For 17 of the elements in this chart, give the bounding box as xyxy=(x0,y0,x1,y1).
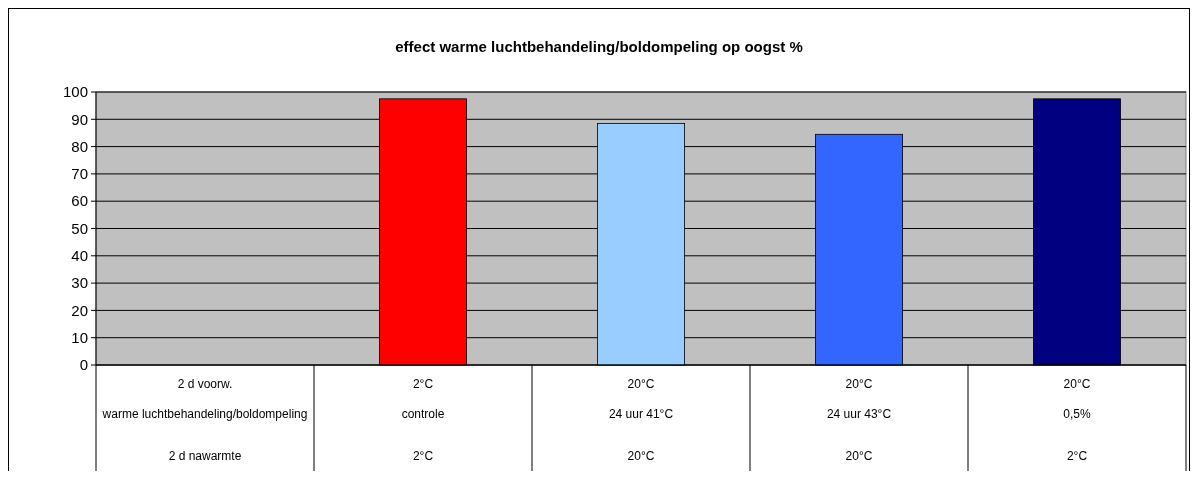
y-tick-label: 90 xyxy=(71,110,88,128)
y-tick-label: 60 xyxy=(71,192,88,210)
chart-title: effect warme luchtbehandeling/boldompeling op oogst % xyxy=(395,38,803,55)
y-tick-label: 0 xyxy=(79,356,88,374)
y-tick-label: 100 xyxy=(62,83,88,101)
category-label: 20°C 24 uur 41°C 20°C xyxy=(608,377,674,463)
y-tick-label: 70 xyxy=(71,165,88,183)
y-tick-label: 30 xyxy=(71,274,88,292)
category-label: 2°C controle 2°C xyxy=(401,377,445,463)
y-tick-label: 10 xyxy=(71,328,88,346)
category-label: 20°C 24 uur 43°C 20°C xyxy=(826,377,892,463)
category-label: 2 d voorw. warme luchtbehandeling/boldompeling 2 d nawarmte xyxy=(102,377,308,463)
category-label: 20°C 0,5% 2°C xyxy=(1063,377,1091,463)
y-tick-label: 40 xyxy=(71,247,88,265)
y-tick-label: 80 xyxy=(71,137,88,155)
y-tick-label: 20 xyxy=(71,301,88,319)
y-tick-label: 50 xyxy=(71,219,88,237)
